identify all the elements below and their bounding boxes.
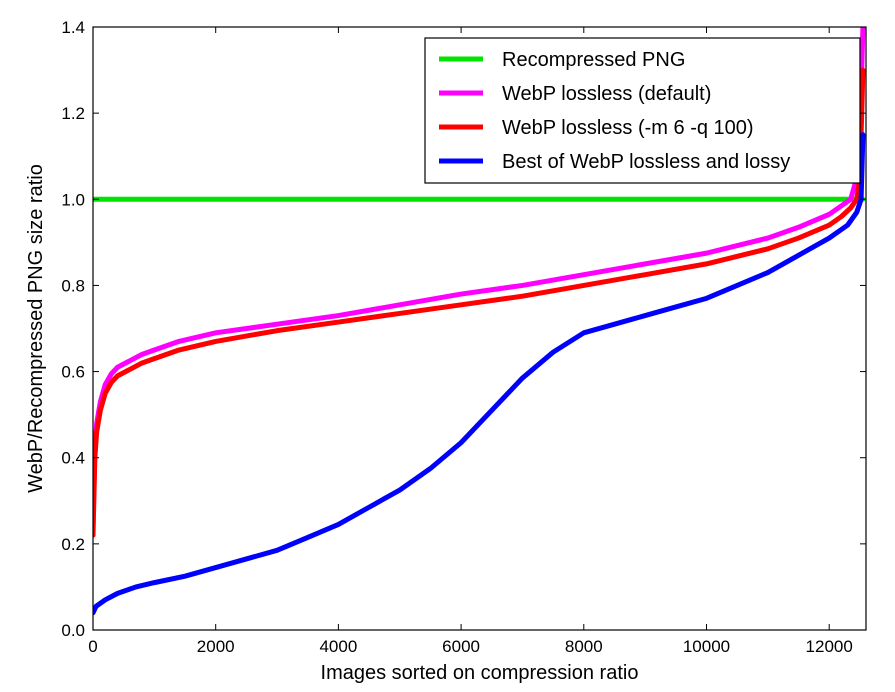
x-tick-label: 8000 [565, 637, 603, 656]
y-tick-label: 0.6 [61, 363, 85, 382]
series-line-2 [93, 67, 866, 538]
legend-label-0: Recompressed PNG [502, 49, 685, 71]
y-axis-label: WebP/Recompressed PNG size ratio [25, 164, 47, 493]
x-tick-label: 0 [88, 637, 97, 656]
y-tick-label: 0.0 [61, 621, 85, 640]
legend-label-2: WebP lossless (-m 6 -q 100) [502, 117, 754, 139]
y-tick-label: 0.8 [61, 276, 85, 295]
x-axis-label: Images sorted on compression ratio [321, 662, 639, 684]
legend: Recompressed PNG WebP lossless (default) W… [424, 37, 861, 184]
x-tick-label: 2000 [197, 637, 235, 656]
x-tick-label: 6000 [442, 637, 480, 656]
series-layer [93, 27, 866, 616]
x-tick-label: 4000 [319, 637, 357, 656]
series-line-1 [93, 27, 866, 530]
legend-box [424, 37, 861, 184]
y-tick-label: 0.4 [61, 449, 85, 468]
y-tick-label: 0.2 [61, 535, 85, 554]
legend-label-1: WebP lossless (default) [502, 83, 711, 105]
series-line-3 [93, 132, 866, 616]
y-tick-label: 1.0 [61, 190, 85, 209]
x-tick-label: 12000 [806, 637, 853, 656]
ticks-layer: 0 2000 4000 6000 8000 10000 12000 0.0 0.2 0.4 0.6 0… [61, 18, 866, 656]
plot-frame [92, 26, 867, 631]
legend-label-3: Best of WebP lossless and lossy [502, 151, 790, 173]
y-tick-label: 1.2 [61, 104, 85, 123]
x-tick-label: 10000 [683, 637, 730, 656]
y-tick-label: 1.4 [61, 18, 85, 37]
